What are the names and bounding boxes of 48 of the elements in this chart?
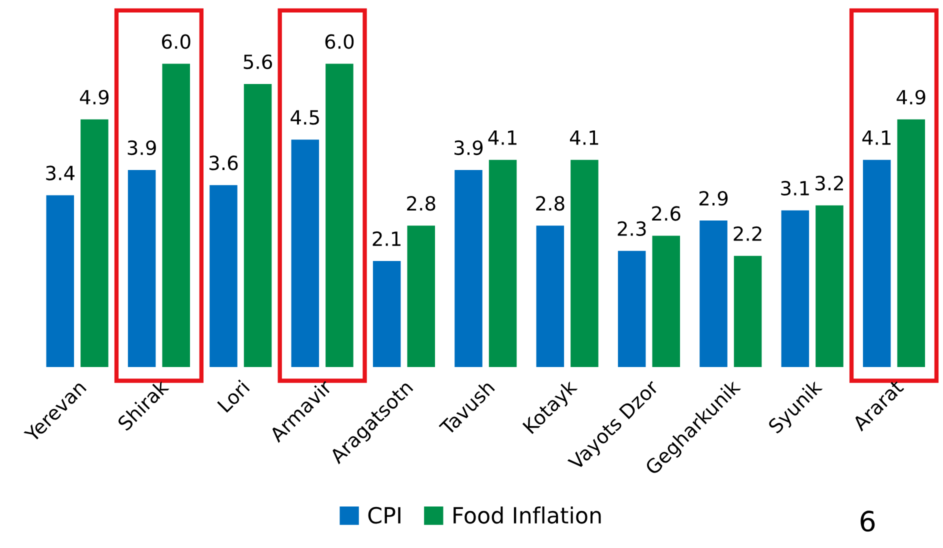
bar xyxy=(570,160,598,368)
bar xyxy=(618,250,646,368)
data-label: 6.0 xyxy=(325,34,354,49)
data-label: 2.3 xyxy=(618,221,646,236)
data-label: 3.9 xyxy=(454,140,483,156)
bar xyxy=(407,226,436,368)
data-label: 4.1 xyxy=(862,130,891,145)
data-label: 2.1 xyxy=(372,231,400,246)
bar xyxy=(862,160,891,368)
x-tick-label: Lori xyxy=(216,380,250,413)
data-label: 3.2 xyxy=(816,176,843,190)
bar xyxy=(454,170,482,368)
bar xyxy=(700,220,728,368)
data-label: 3.6 xyxy=(210,156,238,170)
data-label: 6.0 xyxy=(162,34,190,49)
bar xyxy=(46,195,74,368)
bar xyxy=(128,170,156,368)
bar xyxy=(162,64,190,368)
data-label: 2.8 xyxy=(407,196,436,211)
bar xyxy=(326,64,354,368)
bar xyxy=(244,84,272,368)
bar xyxy=(291,140,320,368)
bar xyxy=(897,119,926,368)
legend-label: Food Inflation xyxy=(454,506,601,524)
data-label: 4.5 xyxy=(290,110,319,125)
bar xyxy=(734,256,762,368)
bar xyxy=(80,119,108,368)
bar xyxy=(210,185,238,368)
data-label: 3.9 xyxy=(128,140,156,156)
data-label: 3.4 xyxy=(46,166,75,180)
legend-label: CPI xyxy=(368,506,400,524)
bar xyxy=(536,226,564,368)
data-label: 4.1 xyxy=(488,130,516,145)
bar xyxy=(372,260,401,368)
data-label: 3.1 xyxy=(781,180,809,196)
data-label: 4.1 xyxy=(570,130,598,145)
bar xyxy=(652,236,680,368)
bar xyxy=(488,160,517,368)
data-label: 2.2 xyxy=(734,226,762,241)
data-label: 4.9 xyxy=(896,90,926,105)
data-label: 4.9 xyxy=(80,90,109,105)
text: 6 xyxy=(860,510,875,532)
data-label: 2.6 xyxy=(652,206,680,221)
data-label: 5.6 xyxy=(244,54,272,70)
data-label: 2.8 xyxy=(536,196,564,211)
data-label: 2.9 xyxy=(699,190,728,206)
bar xyxy=(781,210,810,368)
bar xyxy=(816,205,844,368)
